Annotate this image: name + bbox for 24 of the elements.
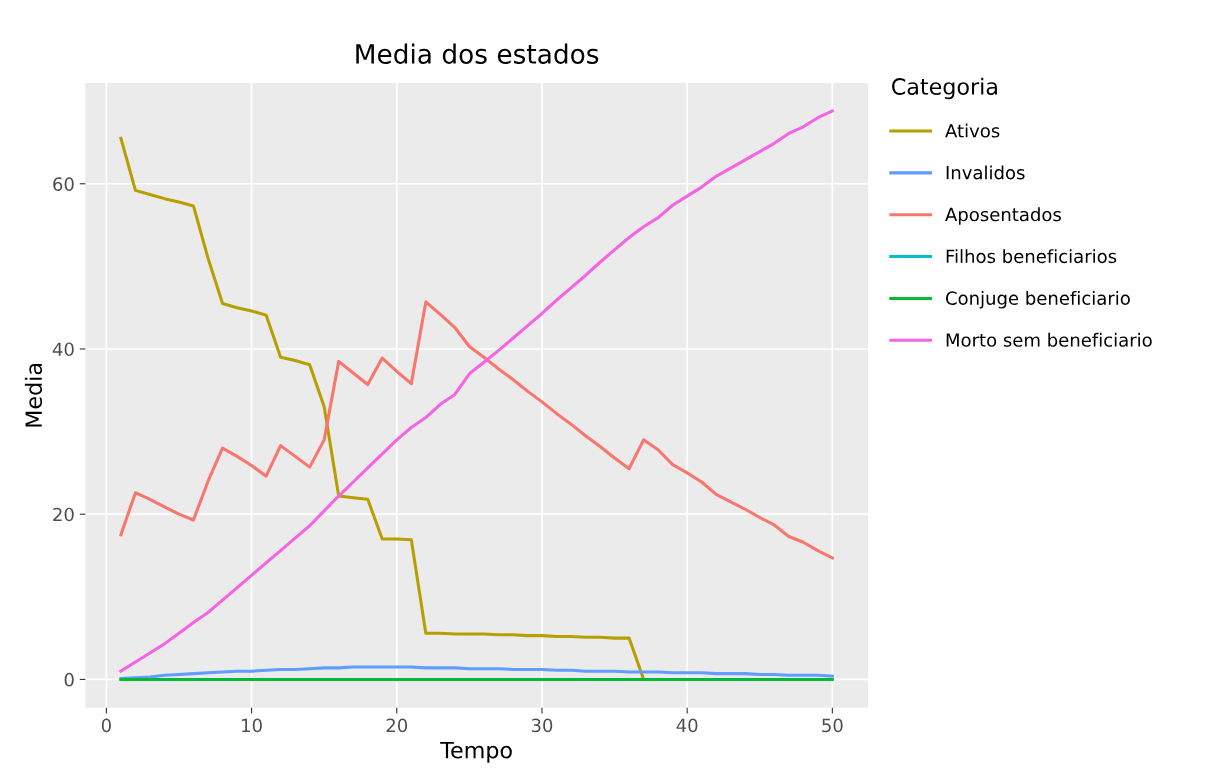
legend-label: Morto sem beneficiario xyxy=(946,332,1152,347)
y-tick-label: 60 xyxy=(53,177,74,191)
x-tick-label: 50 xyxy=(822,718,843,733)
y-tick-label: 0 xyxy=(64,672,74,687)
chart-title: Media dos estados xyxy=(356,43,599,64)
line-series xyxy=(119,665,834,681)
x-tick-label: 0 xyxy=(101,718,111,733)
y-axis-title: Media xyxy=(24,364,43,427)
x-tick-label: 40 xyxy=(676,718,698,733)
legend-title: Categoria xyxy=(892,77,997,100)
y-tick-label: 20 xyxy=(53,507,74,522)
line-series xyxy=(119,136,646,681)
y-tick-label: 40 xyxy=(52,342,74,357)
x-axis-title: Tempo xyxy=(440,741,512,763)
legend-label: Invalidos xyxy=(946,165,1025,180)
legend-label: Aposentados xyxy=(945,207,1061,225)
x-tick-label: 30 xyxy=(531,718,553,733)
legend-label: Ativos xyxy=(945,123,1000,138)
line-series xyxy=(119,109,834,673)
legend-label: Conjuge beneficiario xyxy=(945,291,1130,309)
line-series xyxy=(119,300,834,560)
x-tick-label: 10 xyxy=(242,718,262,733)
legend-label: Filhos beneficiarios xyxy=(946,249,1117,264)
x-tick-label: 20 xyxy=(386,718,408,733)
